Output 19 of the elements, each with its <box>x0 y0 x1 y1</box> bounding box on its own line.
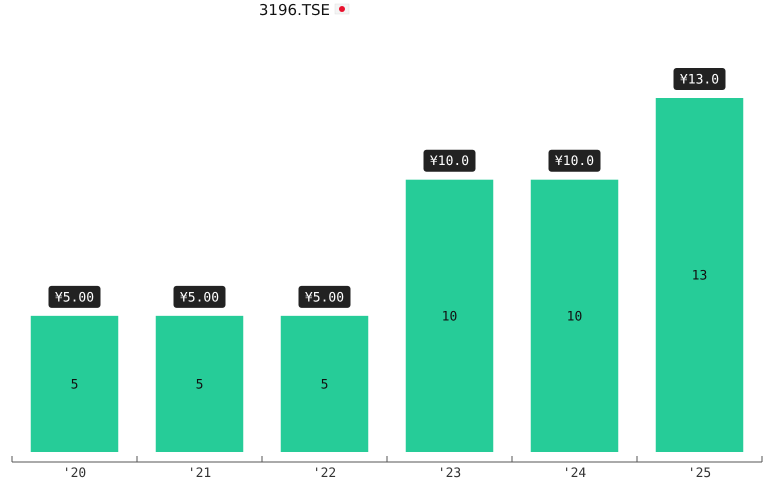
data-label: 5 <box>320 377 328 392</box>
data-label: 10 <box>566 309 582 324</box>
annotation: ¥5.00 <box>180 290 220 306</box>
x-tick-label: '22 <box>312 466 336 481</box>
annotation: ¥5.00 <box>304 290 344 306</box>
x-tick-label: '20 <box>62 466 86 481</box>
data-label: 10 <box>442 309 458 324</box>
x-tick-label: '23 <box>438 466 462 481</box>
x-tick-label: '24 <box>562 466 586 481</box>
annotation: ¥10.0 <box>554 154 594 170</box>
data-label: 13 <box>692 268 708 284</box>
annotation: ¥10.0 <box>430 154 470 170</box>
annotation: ¥13.0 <box>680 72 720 88</box>
data-label: 5 <box>196 377 204 392</box>
x-tick-label: '21 <box>188 466 212 481</box>
data-label: 5 <box>70 377 78 392</box>
annotation: ¥5.00 <box>54 290 94 306</box>
x-tick-label: '25 <box>688 466 712 481</box>
chart-title: 3196.TSE <box>258 1 330 19</box>
